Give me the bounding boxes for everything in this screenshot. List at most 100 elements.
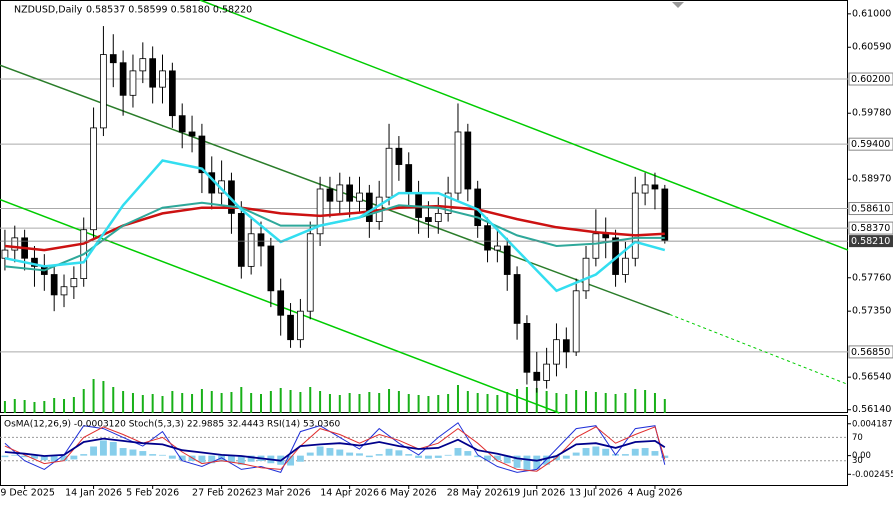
histogram-bar — [316, 446, 324, 456]
candle-body — [178, 115, 186, 133]
indicator-line — [4, 437, 666, 462]
histogram-bar — [375, 454, 383, 456]
volume-bar — [358, 394, 361, 413]
candle-body — [513, 274, 521, 324]
histogram-bar — [493, 455, 501, 461]
histogram-bar — [31, 455, 38, 459]
candle-body — [631, 192, 639, 259]
histogram-bar — [336, 449, 344, 456]
volume-bar — [102, 381, 105, 413]
volume-bar — [210, 391, 213, 413]
volume-bar — [555, 393, 558, 413]
volume-bar — [585, 391, 588, 413]
volume-bar — [417, 395, 420, 413]
volume-bar — [230, 392, 233, 413]
y-tick-label: 0.57760 — [852, 272, 891, 283]
histogram-bar — [1, 455, 9, 458]
histogram-bar — [582, 448, 590, 456]
volume-bar — [319, 391, 322, 413]
volume-bar — [594, 392, 597, 413]
histogram-bar — [474, 455, 482, 458]
candle-body — [484, 225, 491, 251]
volume-bar — [181, 393, 184, 413]
histogram-bar — [80, 454, 88, 456]
candle-body — [139, 58, 147, 72]
histogram-bar — [11, 454, 19, 456]
level-label: 0.56850 — [851, 347, 890, 358]
volume-bar — [92, 379, 95, 413]
histogram-bar — [119, 448, 127, 456]
level-label: 0.59400 — [851, 139, 890, 150]
candle-body — [356, 192, 363, 202]
candle-body — [316, 188, 324, 235]
x-tick-label: 23 Mar 2026 — [251, 488, 311, 499]
histogram-bar — [621, 454, 629, 456]
histogram-bar — [464, 451, 472, 456]
volume-bar — [634, 389, 637, 413]
current-price-label: 0.58210 — [851, 236, 890, 247]
volume-bar — [378, 393, 381, 413]
histogram-bar — [592, 446, 600, 456]
moving-average — [4, 204, 665, 252]
candle-body — [237, 213, 245, 267]
volume-bar — [171, 391, 174, 413]
candle-body — [641, 184, 649, 194]
moving-average — [4, 159, 666, 293]
volume-bar — [82, 389, 85, 413]
y-tick-label: -0.0024550 — [852, 470, 893, 480]
candle-body — [651, 184, 659, 190]
volume-bar — [53, 398, 56, 413]
volume-bar — [466, 391, 469, 413]
volume-bar — [614, 394, 617, 413]
histogram-bar — [523, 455, 531, 471]
histogram-bar — [306, 452, 314, 456]
histogram-bar — [326, 448, 334, 456]
level-box — [848, 72, 893, 86]
histogram-bar — [454, 448, 462, 456]
volume-bar — [397, 391, 400, 413]
level-label: 0.58610 — [851, 204, 890, 215]
histogram-bar — [168, 455, 176, 459]
volume-bar — [3, 401, 6, 413]
x-tick-label: 19 Jun 2026 — [508, 488, 565, 499]
x-tick-label: 6 May 2026 — [381, 488, 437, 499]
volume-bar — [240, 387, 243, 413]
histogram-bar — [109, 441, 117, 456]
candle-body — [425, 217, 432, 222]
y-tick-label: 0.61000 — [852, 8, 891, 19]
histogram-bar — [631, 448, 639, 456]
volume-bar — [388, 389, 391, 413]
candle-body — [188, 131, 196, 137]
histogram-bar — [641, 448, 649, 456]
candle-body — [385, 147, 393, 198]
volume-bar — [23, 400, 26, 413]
histogram-bar — [602, 448, 610, 456]
volume-bar — [13, 399, 16, 413]
histogram-bar — [503, 455, 511, 464]
volume — [3, 379, 666, 413]
volume-bar — [279, 388, 282, 413]
histogram-bar — [543, 455, 551, 465]
histogram-bar — [415, 455, 423, 458]
histogram-bar — [247, 455, 255, 462]
histogram-bar — [434, 455, 442, 458]
candle-body — [70, 278, 78, 288]
candle-body — [306, 233, 314, 312]
histogram-bar — [99, 440, 107, 456]
histogram-bar — [21, 455, 29, 458]
y2-tick-label: 30 — [852, 456, 863, 466]
x-tick-label: 14 Apr 2026 — [320, 488, 379, 499]
y-tick-label: 0.58970 — [852, 174, 891, 185]
x-tick-label: 14 Jan 2026 — [65, 488, 122, 499]
level-label: 0.58370 — [851, 223, 890, 234]
candle-body — [31, 257, 38, 267]
volume-bar — [259, 394, 262, 413]
volume-bar — [250, 393, 253, 413]
histogram-bar — [572, 452, 580, 456]
candle-body — [149, 58, 157, 88]
candle-body — [523, 322, 531, 373]
y-tick-label: 0.59780 — [852, 108, 891, 119]
histogram-bar — [661, 455, 669, 458]
